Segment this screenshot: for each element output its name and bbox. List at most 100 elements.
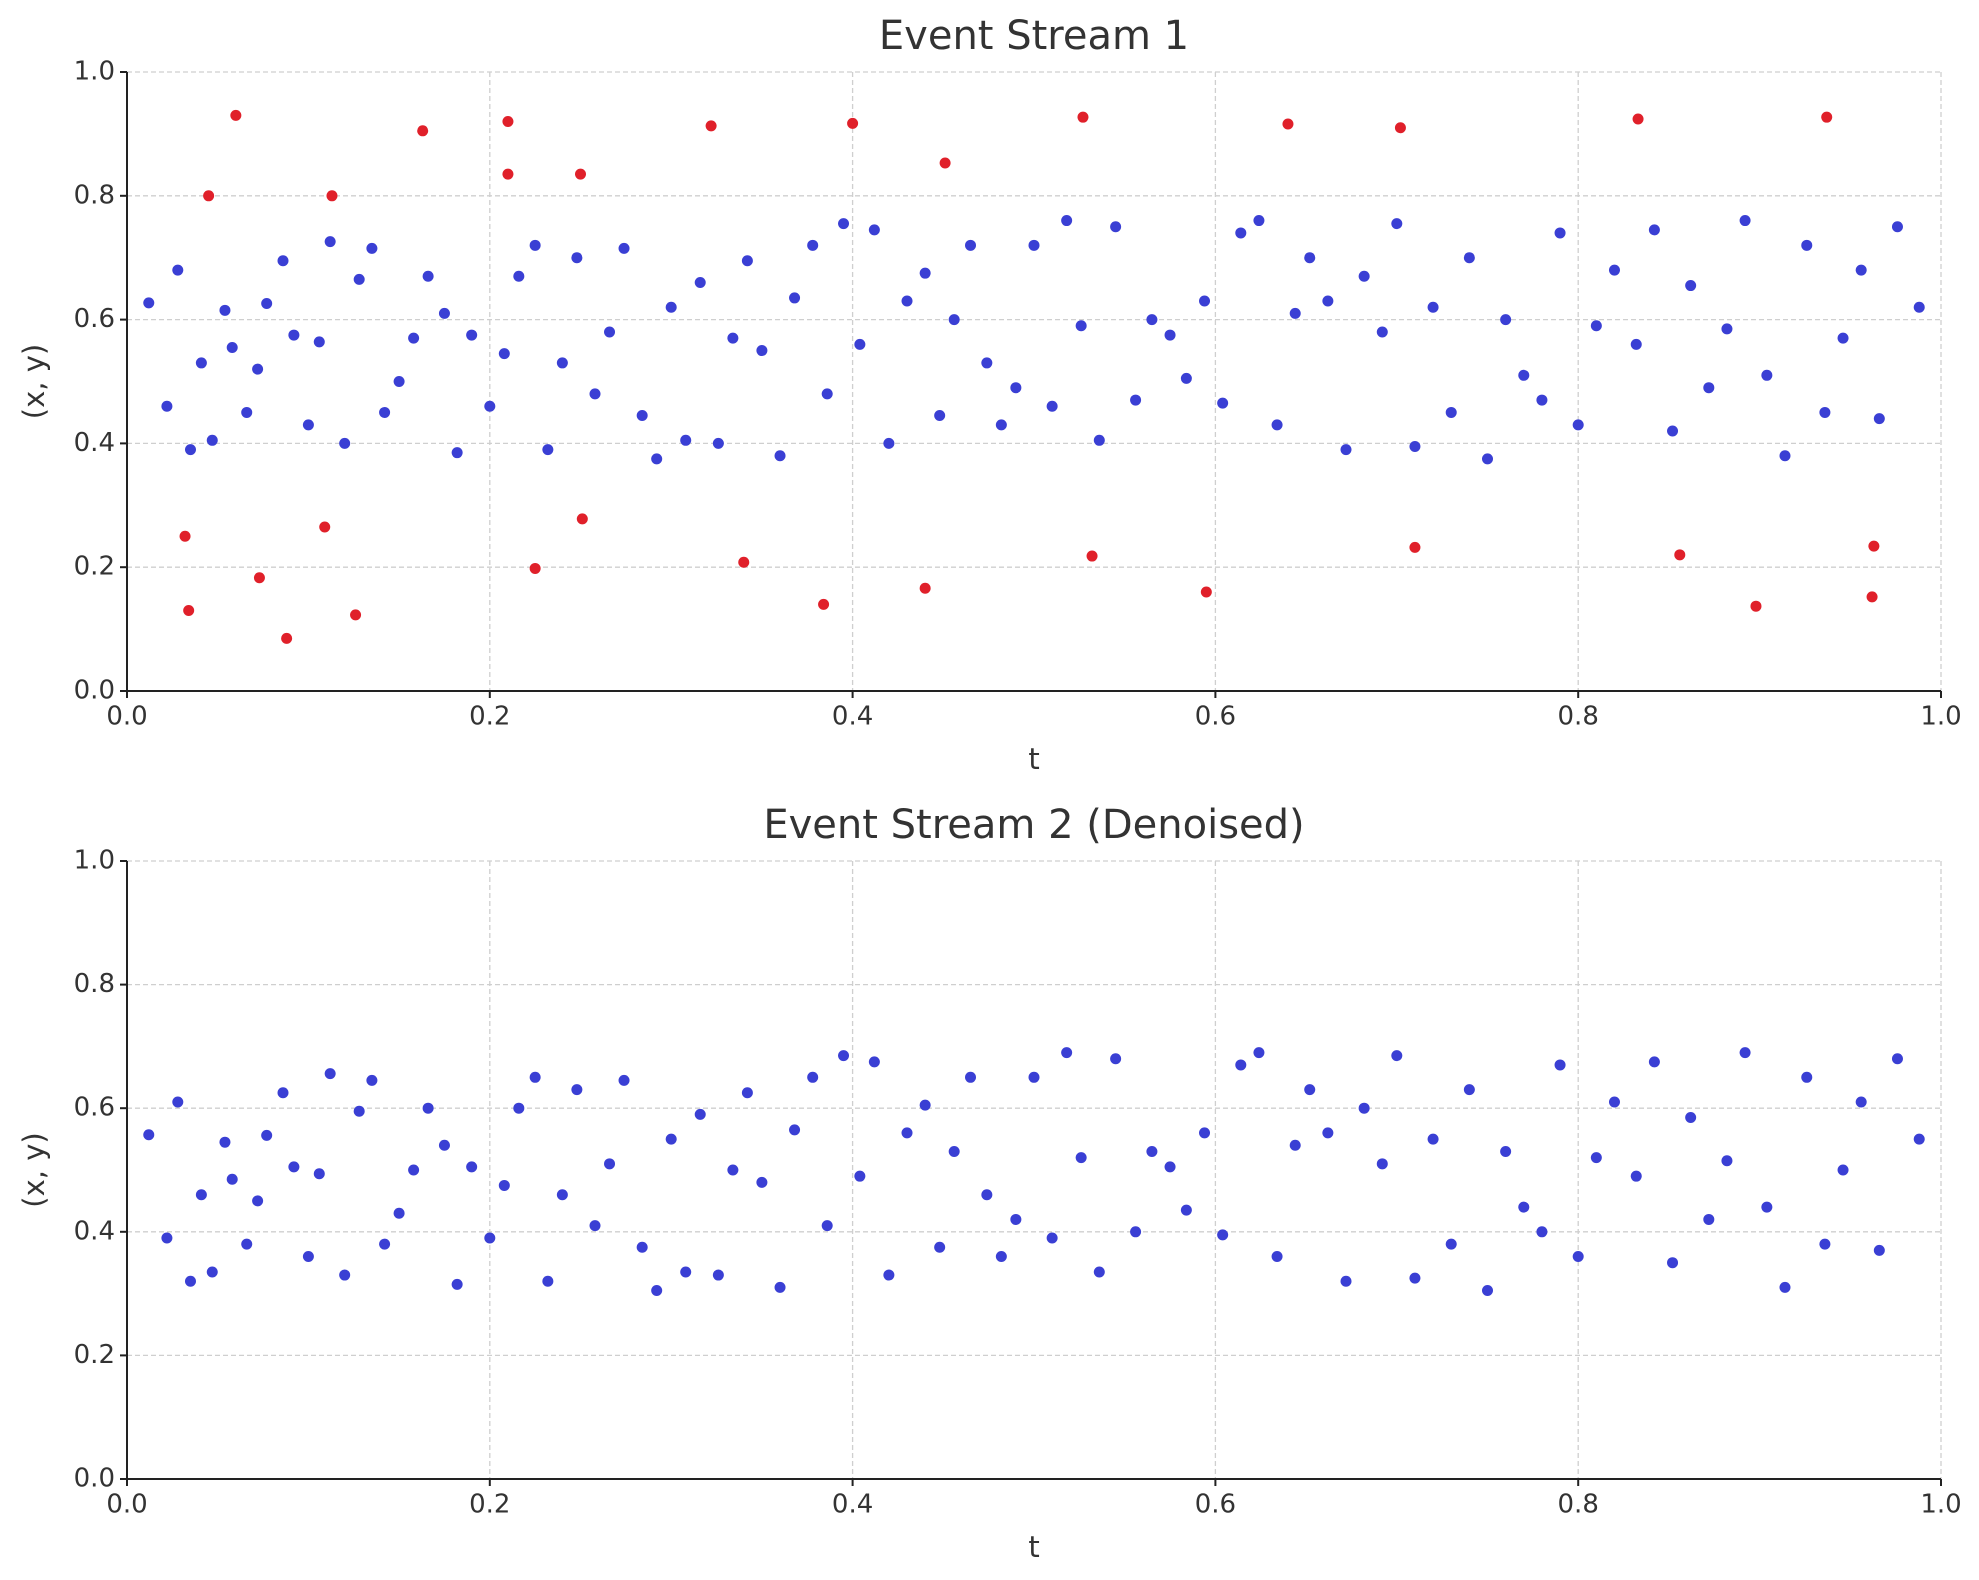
data-point [379, 1238, 391, 1250]
data-point [1235, 1059, 1247, 1071]
data-point [1061, 215, 1073, 227]
data-point [1721, 323, 1733, 335]
data-point [1801, 239, 1813, 251]
x-tick-label: 0.8 [1558, 1490, 1599, 1520]
data-point [1873, 1244, 1885, 1256]
data-point [1739, 1047, 1751, 1059]
data-point [847, 117, 859, 129]
data-point [206, 434, 218, 446]
data-point [529, 1071, 541, 1083]
data-point [302, 1251, 314, 1263]
data-point [466, 1161, 478, 1173]
data-point [1391, 1050, 1403, 1062]
data-point [774, 450, 786, 462]
data-point [1779, 450, 1791, 462]
data-point [1409, 440, 1421, 452]
data-point [184, 1275, 196, 1287]
data-point [1648, 1056, 1660, 1068]
data-point [1891, 1053, 1903, 1065]
data-point [948, 1145, 960, 1157]
data-point [589, 388, 601, 400]
data-point [143, 297, 155, 309]
data-point [1010, 382, 1022, 394]
data-point [774, 1281, 786, 1293]
data-point [1217, 1229, 1229, 1241]
data-point [1463, 1084, 1475, 1096]
data-point [741, 255, 753, 267]
data-point [665, 1133, 677, 1145]
data-point [618, 1074, 630, 1086]
data-point [513, 1102, 525, 1114]
data-point [1271, 419, 1283, 431]
data-point [1394, 122, 1406, 134]
x-tick-label: 1.0 [1920, 702, 1961, 732]
data-point [939, 157, 951, 169]
data-point [1482, 1285, 1493, 1297]
data-point [379, 406, 391, 418]
data-point [571, 252, 583, 264]
data-point [1164, 1161, 1176, 1173]
data-point [1289, 307, 1301, 319]
data-point [326, 190, 338, 202]
data-point [789, 292, 801, 304]
x-tick-label: 0.2 [469, 702, 510, 732]
data-point [1046, 400, 1058, 412]
data-point [1010, 1213, 1022, 1225]
data-point [1685, 280, 1697, 292]
data-point [353, 1105, 365, 1117]
data-point [1590, 320, 1602, 332]
data-point [738, 556, 750, 568]
y-tick-label: 0.2 [74, 552, 115, 582]
data-point [1376, 1158, 1388, 1170]
y-tick-label: 0.4 [74, 1216, 115, 1246]
data-point [261, 298, 273, 310]
data-point [821, 388, 833, 400]
data-point [203, 190, 215, 202]
data-point [636, 410, 648, 422]
data-point [1077, 111, 1089, 123]
data-point [571, 1084, 583, 1096]
data-point [1554, 227, 1566, 239]
data-point [1304, 1084, 1316, 1096]
data-point [241, 1238, 253, 1250]
data-point [680, 1266, 692, 1278]
data-point [821, 1220, 833, 1232]
data-point [498, 348, 510, 360]
data-point [277, 255, 289, 267]
data-point [1648, 224, 1660, 236]
data-point [226, 341, 238, 353]
data-point [542, 1275, 554, 1287]
data-point [1409, 1272, 1421, 1284]
data-point [1180, 372, 1192, 384]
data-point [1322, 1127, 1334, 1139]
data-point [854, 1170, 866, 1182]
data-point [1819, 406, 1831, 418]
y-axis-label: (x, y) [17, 1132, 51, 1207]
data-point [1445, 1238, 1457, 1250]
data-point [1028, 239, 1040, 251]
data-point [727, 332, 739, 344]
data-point [854, 338, 866, 350]
data-point [756, 345, 768, 357]
data-point [1536, 1226, 1548, 1238]
data-point [1282, 118, 1294, 130]
data-point [417, 125, 429, 137]
x-tick-label: 0.2 [469, 1490, 510, 1520]
data-point [206, 1266, 218, 1278]
data-point [339, 1269, 351, 1281]
data-point [366, 1074, 378, 1086]
data-point [807, 239, 819, 251]
x-axis-label: t [1028, 1530, 1039, 1564]
data-point [324, 236, 336, 248]
data-point [1819, 1238, 1831, 1250]
data-point [241, 406, 253, 418]
data-point [1855, 264, 1867, 276]
data-point [252, 363, 264, 375]
data-point [995, 419, 1007, 431]
data-point [556, 1189, 568, 1201]
data-point [883, 1269, 895, 1281]
data-point [604, 1158, 616, 1170]
data-point [1779, 1281, 1791, 1293]
data-point [934, 1241, 946, 1253]
data-point [219, 304, 231, 316]
